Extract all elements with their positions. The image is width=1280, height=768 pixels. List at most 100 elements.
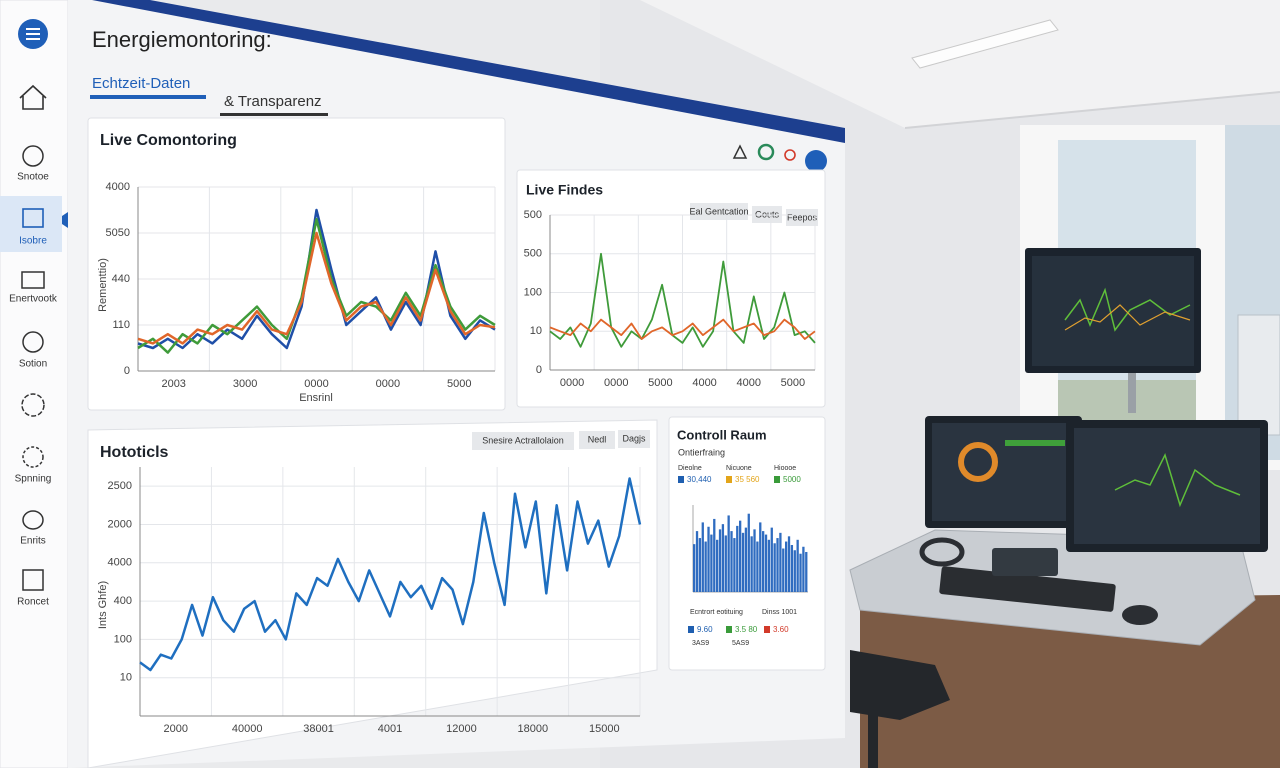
selected-pointer: [62, 212, 68, 228]
button-label[interactable]: Feepos: [787, 212, 818, 222]
nav-label[interactable]: Isobre: [19, 236, 47, 247]
button[interactable]: [579, 431, 615, 449]
x-tick-label: 40000: [232, 723, 263, 735]
stat-swatch: [774, 476, 780, 483]
panel-display: [992, 548, 1058, 576]
button[interactable]: [786, 209, 818, 226]
nav-icon[interactable]: [22, 569, 44, 591]
bar: [710, 534, 713, 592]
bar: [707, 526, 710, 592]
nav-label[interactable]: Snotoe: [17, 172, 49, 183]
series-line: [549, 252, 816, 348]
status-icon[interactable]: [757, 143, 775, 161]
bar: [744, 527, 748, 592]
bar: [770, 527, 773, 592]
button[interactable]: [690, 203, 748, 220]
button[interactable]: [618, 430, 650, 448]
y-tick-label: 2000: [108, 518, 132, 530]
nav-label[interactable]: Spnning: [15, 474, 52, 485]
bar: [782, 548, 785, 592]
ceiling-edge: [904, 91, 1280, 129]
x-tick-label: 0000: [560, 377, 584, 389]
tab[interactable]: Echtzeit-Daten: [92, 75, 190, 92]
bar: [733, 538, 736, 592]
button-label[interactable]: Gouts: [755, 209, 780, 219]
y-tick-label: 4000: [108, 557, 132, 569]
bar: [796, 539, 799, 592]
stat-value: 30,440: [687, 475, 712, 484]
panel-title: Controll Raum: [677, 427, 767, 442]
button[interactable]: [472, 432, 574, 450]
alert-icon[interactable]: [732, 144, 748, 159]
bar: [701, 522, 704, 592]
x-tick-label: 3000: [233, 378, 257, 390]
x-tick-label: 15000: [589, 723, 620, 735]
sidebar: [0, 0, 69, 768]
nav-icon[interactable]: [21, 271, 45, 289]
bar: [698, 538, 702, 592]
bar: [721, 524, 725, 592]
nav-icon[interactable]: [22, 208, 44, 228]
y-tick-label: 10: [530, 325, 542, 337]
footer-note: 3AS9: [692, 640, 709, 647]
stat-value: 3.5 80: [735, 625, 758, 634]
x-tick-label: 0000: [604, 377, 628, 389]
button-label[interactable]: Snesire Actrallolaion: [482, 435, 564, 445]
series-line: [139, 477, 642, 672]
home-icon[interactable]: [19, 84, 47, 110]
panel-title: Hototicls: [100, 444, 169, 461]
footer-label: Dinss 1001: [762, 609, 797, 616]
tab-underline: [220, 113, 328, 116]
y-tick-label: 110: [112, 319, 130, 331]
x-tick-label: 4000: [692, 377, 716, 389]
menu-icon: [26, 28, 40, 40]
bar: [693, 544, 696, 592]
y-tick-label: 4000: [106, 181, 130, 193]
panel-subtitle: Ontierfraing: [678, 447, 725, 457]
bar: [750, 536, 753, 592]
control-room: Dieolne 30,440 Nicuone 35 560 Hioooe 5000 Ecnt…: [678, 465, 808, 647]
header-title: Energiemontoring:: [92, 27, 272, 52]
bar: [753, 529, 756, 592]
y-axis-label: Rementtio): [97, 258, 109, 312]
bar: [716, 539, 719, 592]
nav-icon[interactable]: [21, 393, 45, 417]
nav-icon[interactable]: [22, 510, 44, 530]
monitor-stand: [1128, 373, 1136, 413]
bar: [756, 541, 759, 592]
panel-title: Live Comontoring: [100, 132, 237, 149]
panel-title: Live Findes: [526, 182, 603, 198]
bar: [730, 531, 733, 592]
bar: [718, 529, 722, 592]
user-icon[interactable]: [805, 150, 827, 172]
nav-label[interactable]: Sotion: [19, 359, 47, 370]
keyboard: [939, 566, 1116, 612]
charts: 0 110 440 5050 4000 2003 3000 0000 0000 5000 0 10 10…: [106, 181, 816, 735]
nav-label[interactable]: Enrits: [20, 536, 46, 547]
stat-value: 9.60: [697, 625, 713, 634]
nav-label[interactable]: Enertvootk: [9, 294, 58, 305]
stat-value: 5000: [783, 475, 801, 484]
button-label[interactable]: Dagjs: [622, 433, 646, 443]
button-label[interactable]: Eal Gentcation: [689, 206, 748, 216]
stat-value: 3.60: [773, 625, 789, 634]
tab[interactable]: & Transparenz: [224, 93, 322, 110]
nav-icon[interactable]: [22, 145, 44, 167]
notify-icon[interactable]: [784, 149, 796, 161]
tab-underline: [90, 95, 206, 99]
x-tick-label: 5000: [648, 377, 672, 389]
bar: [802, 546, 805, 592]
mouse: [1122, 605, 1158, 625]
stat-swatch: [726, 626, 732, 633]
nav-label[interactable]: Roncet: [17, 597, 49, 608]
x-tick-label: 0000: [376, 378, 400, 390]
stat-swatch: [678, 476, 684, 483]
nav-icon[interactable]: [22, 331, 44, 353]
nav-icon[interactable]: [22, 446, 44, 468]
bar: [787, 536, 791, 592]
series-line: [137, 217, 496, 354]
x-tick-label: 18000: [518, 723, 549, 735]
stat-label: Dieolne: [678, 465, 702, 472]
bar: [776, 538, 779, 592]
button-label[interactable]: Nedl: [588, 434, 607, 444]
